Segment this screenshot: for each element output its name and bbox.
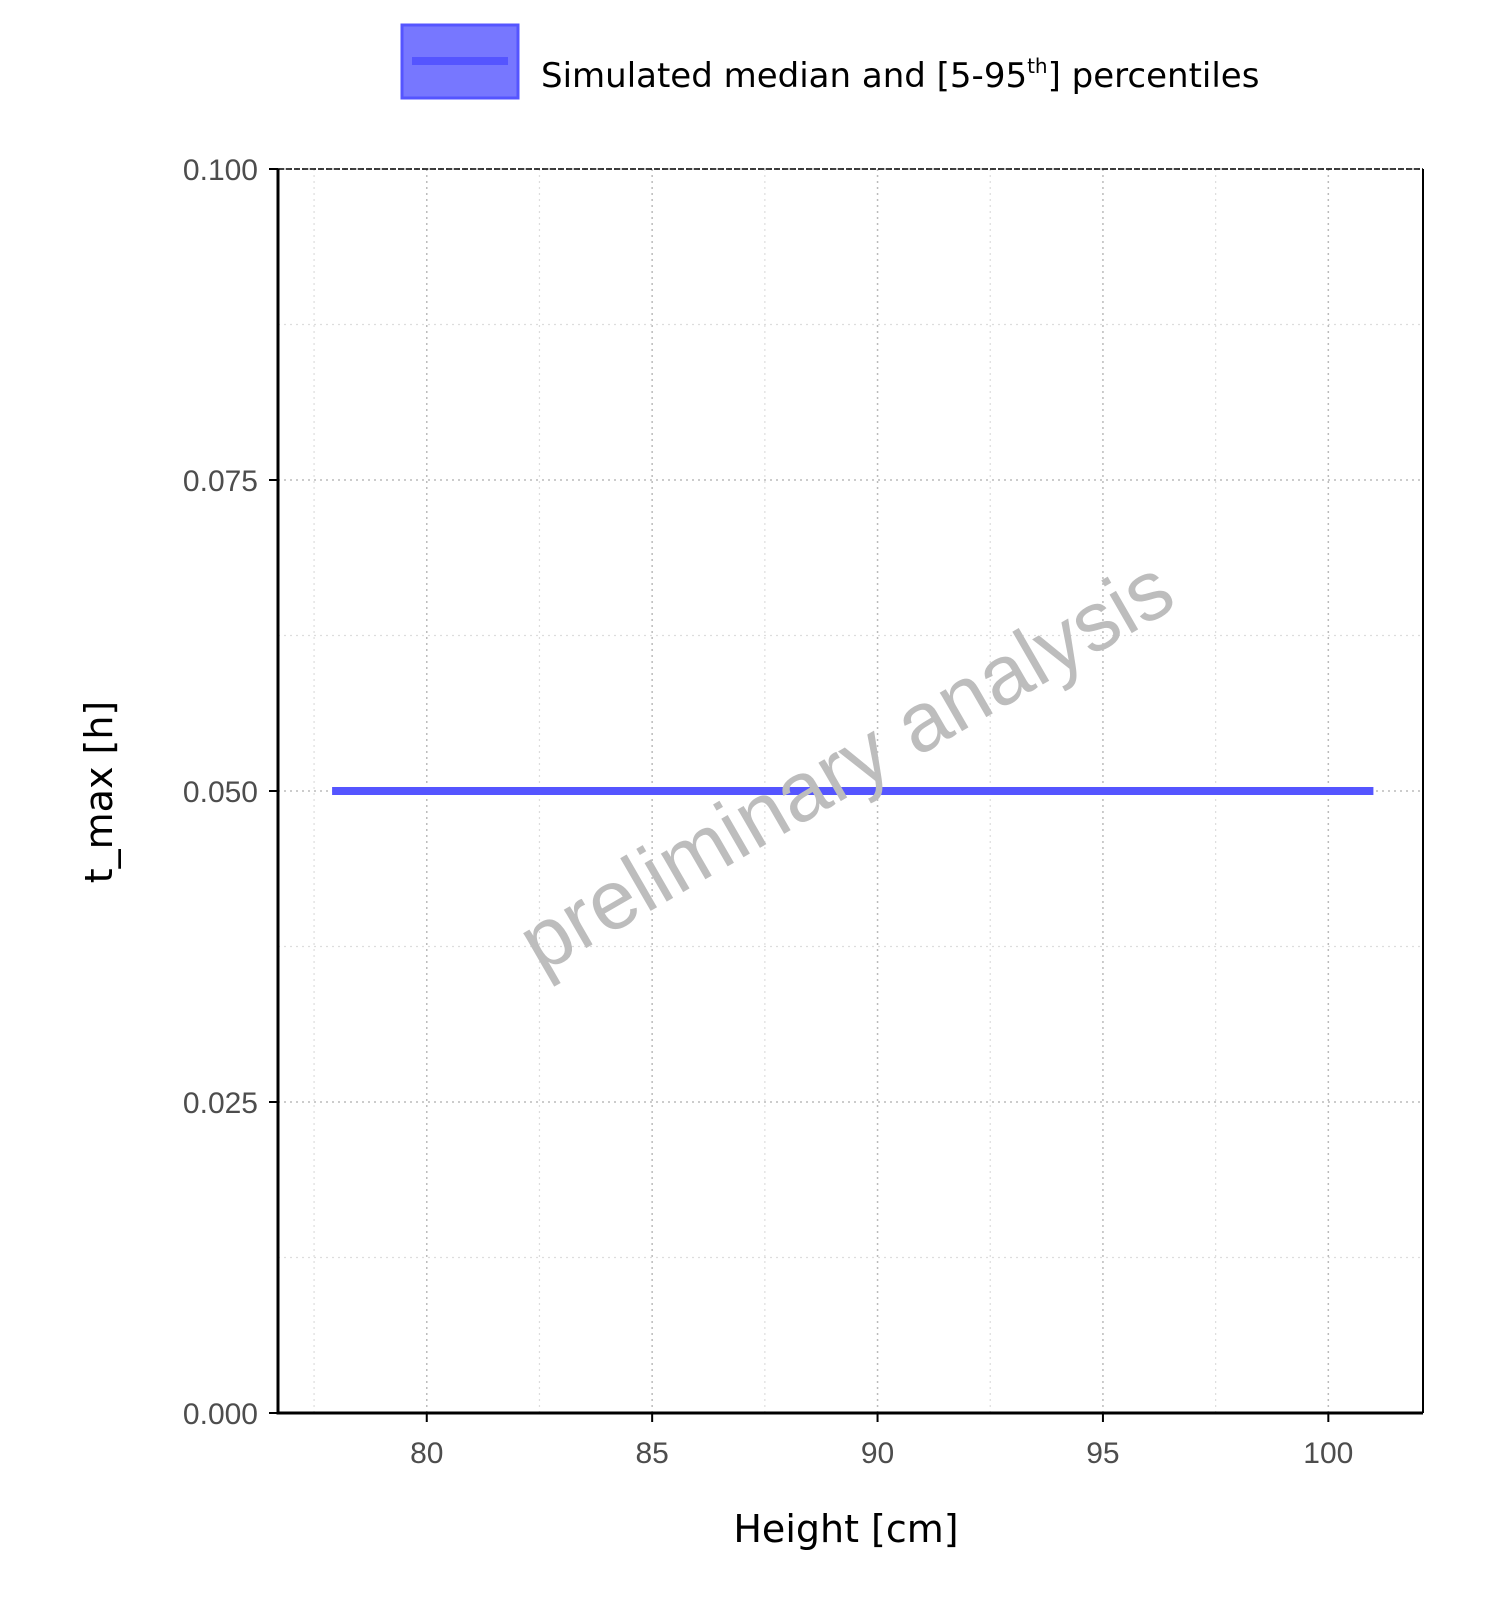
x-tick-label: 80 [410,1437,443,1470]
axes [269,168,1424,1422]
legend: Simulated median and [5-95th] percentile… [400,23,1259,100]
y-tick-label: 0.050 [183,776,258,809]
x-axis-title: Height [cm] [733,1507,958,1551]
x-tick-label: 90 [861,1437,894,1470]
legend-label: Simulated median and [5-95th] percentile… [541,54,1259,96]
x-tick-label: 95 [1086,1437,1119,1470]
y-tick-label: 0.000 [183,1398,258,1431]
y-tick-label: 0.075 [183,465,258,498]
watermark: preliminary analysis [503,540,1189,990]
tick-labels: 80 85 90 95 100 0.000 0.025 0.050 0.075 0.100 [183,154,1353,1470]
y-tick-label: 0.100 [183,154,258,187]
y-tick-label: 0.025 [183,1087,258,1120]
x-tick-label: 100 [1303,1437,1353,1470]
y-axis-title: t_max [h] [77,701,121,884]
x-tick-label: 85 [635,1437,668,1470]
